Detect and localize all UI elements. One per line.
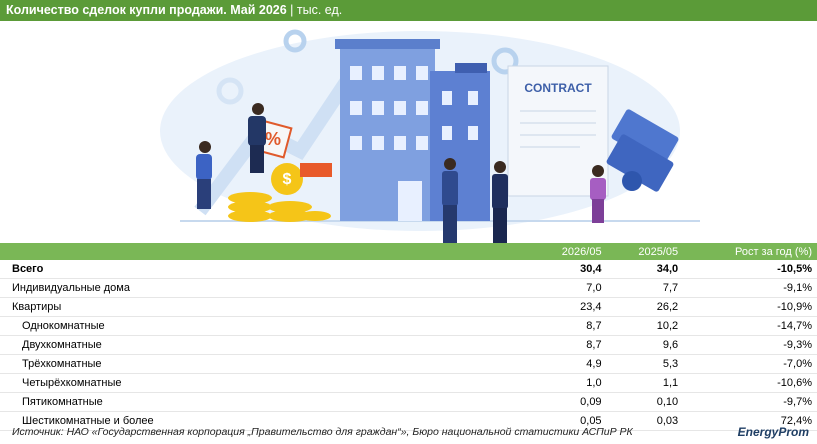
cell: -9,1% (683, 278, 817, 298)
table-row: Двухкомнатные 8,7 9,6 -9,3% (0, 335, 817, 355)
cell: 0,09 (530, 392, 607, 412)
row-label: Однокомнатные (0, 316, 530, 336)
contract-paper (507, 65, 609, 197)
cell: 34,0 (606, 260, 684, 279)
row-label: Трёхкомнатные (0, 354, 530, 374)
cell: 9,6 (606, 335, 684, 355)
money (606, 109, 679, 192)
table-row: Шестикомнатные и более 0,05 0,03 72,4% (0, 411, 817, 431)
row-label: Индивидуальные дома (0, 278, 530, 298)
cell: 10,2 (606, 316, 684, 336)
source: Источник: НАО «Государственная корпораци… (12, 426, 633, 438)
cell: -14,7% (683, 316, 817, 336)
column-header: 2026/05 (530, 243, 607, 260)
table-row: Квартиры 23,4 26,2 -10,9% (0, 297, 817, 317)
column-header: Рост за год (%) (683, 243, 817, 260)
gear (216, 77, 244, 105)
column-header: 2025/05 (606, 243, 684, 260)
data-table: 2026/05 2025/05 Рост за год (%) Всего 30,… (0, 243, 817, 431)
cell: -10,9% (683, 297, 817, 317)
row-label: Четырёхкомнатные (0, 373, 530, 393)
cell: -10,6% (683, 373, 817, 393)
row-label: Шестикомнатные и более (0, 411, 530, 431)
building (430, 71, 490, 221)
roof (335, 39, 440, 49)
corner (0, 243, 530, 260)
contract-label: CONTRACT (524, 81, 592, 95)
row-label: Пятикомнатные (0, 392, 530, 412)
people (196, 103, 606, 243)
dollar-sign: $ (283, 171, 292, 188)
contract-lines (520, 110, 596, 148)
cell: 72,4% (683, 411, 817, 431)
cell: 7,0 (530, 278, 607, 298)
illustration: CONTRACT $ % (160, 29, 700, 243)
flag (300, 163, 332, 177)
cell: 26,2 (606, 297, 684, 317)
row-label: Двухкомнатные (0, 335, 530, 355)
windows (350, 66, 478, 221)
header: Количество сделок купли продажи. Май 202… (0, 0, 817, 21)
cell: -9,7% (683, 392, 817, 412)
cell: -9,3% (683, 335, 817, 355)
cell: 0,03 (606, 411, 684, 431)
table-row: Всего 30,4 34,0 -10,5% (0, 260, 817, 279)
table-row: Пятикомнатные 0,09 0,10 -9,7% (0, 392, 817, 412)
cell: -10,5% (683, 260, 817, 279)
cell: 1,0 (530, 373, 607, 393)
header-row: 2026/05 2025/05 Рост за год (%) (0, 243, 817, 260)
cell: 23,4 (530, 297, 607, 317)
cell: -7,0% (683, 354, 817, 374)
roof (455, 63, 487, 73)
percent-sign: % (265, 129, 281, 149)
table-row: Однокомнатные 8,7 10,2 -14,7% (0, 316, 817, 336)
cell: 5,3 (606, 354, 684, 374)
gear (491, 47, 519, 75)
cell: 8,7 (530, 335, 607, 355)
title: Количество сделок купли продажи. Май 202… (6, 3, 287, 17)
row-label: Квартиры (0, 297, 530, 317)
cell: 7,7 (606, 278, 684, 298)
table-row: Четырёхкомнатные 1,0 1,1 -10,6% (0, 373, 817, 393)
coins (228, 192, 331, 222)
gear (283, 29, 307, 53)
cell: 1,1 (606, 373, 684, 393)
cell: 8,7 (530, 316, 607, 336)
row-label: Всего (0, 260, 530, 279)
coin (271, 163, 303, 195)
table-row: Трёхкомнатные 4,9 5,3 -7,0% (0, 354, 817, 374)
cell: 0,10 (606, 392, 684, 412)
unit: | тыс. ед. (290, 3, 343, 17)
logo: EnergyProm (737, 425, 809, 439)
table-row: Индивидуальные дома 7,0 7,7 -9,1% (0, 278, 817, 298)
cell: 30,4 (530, 260, 607, 279)
cell: 4,9 (530, 354, 607, 374)
cell: 0,05 (530, 411, 607, 431)
